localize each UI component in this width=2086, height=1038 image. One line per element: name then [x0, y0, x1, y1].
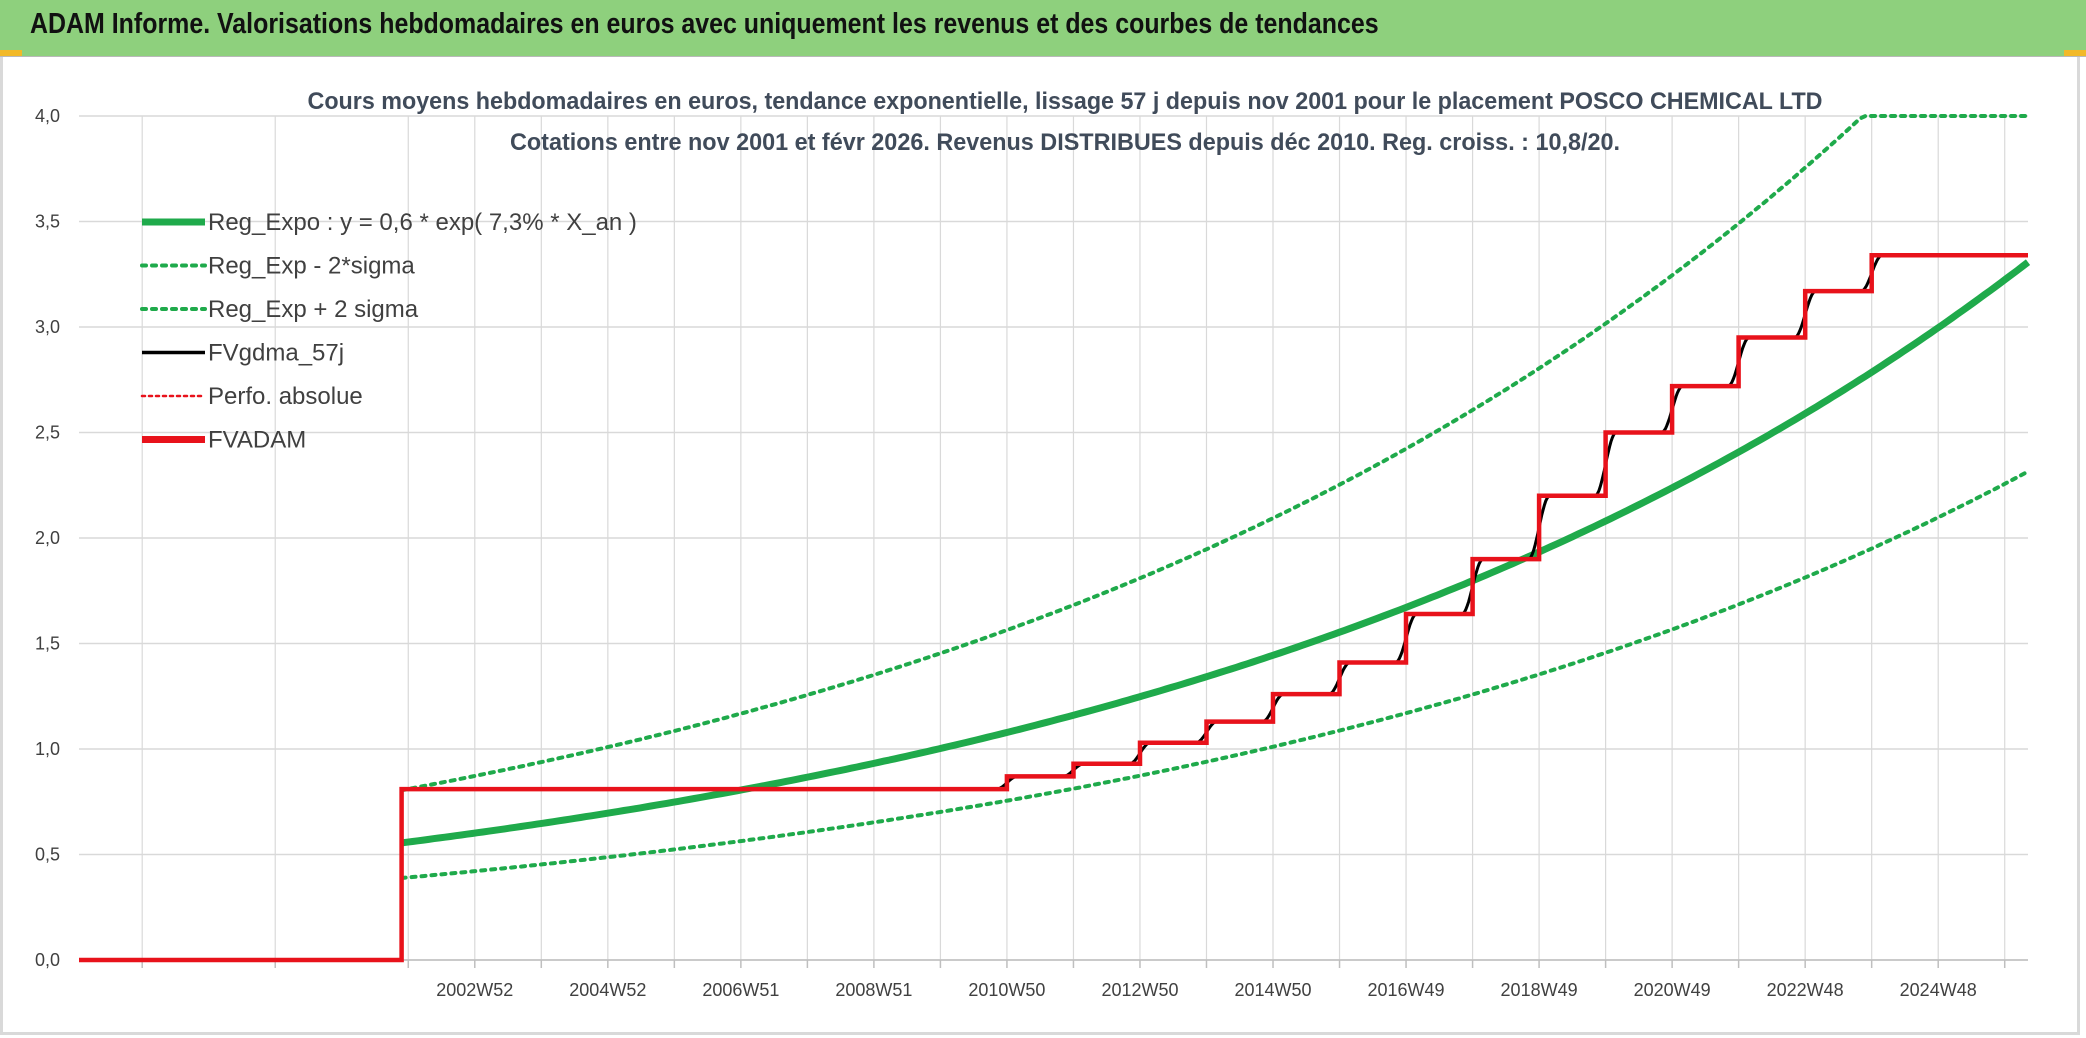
y-tick-label: 0,0	[35, 950, 60, 970]
legend-entry: Reg_Expo : y = 0,6 * exp( 7,3% * X_an )	[208, 209, 637, 236]
x-tick-label: 2020W49	[1634, 980, 1711, 1000]
y-tick-label: 2,0	[35, 528, 60, 548]
banner-corner-left	[0, 50, 22, 56]
y-tick-label: 3,5	[35, 212, 60, 232]
series-reg-exp-plus-2-sigma	[399, 114, 2030, 793]
legend-entry: Reg_Exp + 2 sigma	[208, 296, 419, 323]
x-tick-label: 2006W51	[702, 980, 779, 1000]
x-tick-label: 2002W52	[436, 980, 513, 1000]
x-tick-label: 2010W50	[968, 980, 1045, 1000]
chart-grid	[79, 115, 2028, 961]
y-tick-label: 3,0	[35, 317, 60, 337]
chart-title-line-2: Cotations entre nov 2001 et févr 2026. R…	[510, 129, 1620, 156]
chart-frame	[0, 57, 2080, 1035]
y-tick-label: 1,5	[35, 634, 60, 654]
y-tick-label: 2,5	[35, 423, 60, 443]
legend-entry: FVgdma_57j	[208, 340, 344, 367]
x-tick-label: 2018W49	[1501, 980, 1578, 1000]
series-reg-expo	[401, 259, 2031, 847]
x-tick-label: 2012W50	[1101, 980, 1178, 1000]
banner-corner-right	[2064, 50, 2086, 56]
series-reg-exp-minus-2-sigma	[399, 469, 2030, 880]
report-banner: ADAM Informe. Valorisations hebdomadaire…	[0, 0, 2086, 57]
chart-title-line-1: Cours moyens hebdomadaires en euros, ten…	[308, 88, 1823, 115]
series-fvadam	[79, 253, 2028, 963]
legend-entry: Perfo. absolue	[208, 383, 363, 410]
chart-series	[79, 114, 2031, 963]
report-title: ADAM Informe. Valorisations hebdomadaire…	[30, 8, 1379, 40]
y-tick-label: 0,5	[35, 845, 60, 865]
x-tick-label: 2016W49	[1368, 980, 1445, 1000]
x-tick-label: 2008W51	[835, 980, 912, 1000]
chart-legend: Reg_Expo : y = 0,6 * exp( 7,3% * X_an ) R…	[140, 209, 637, 454]
x-tick-label: 2014W50	[1234, 980, 1311, 1000]
legend-entry: FVADAM	[208, 427, 306, 454]
y-tick-label: 4,0	[35, 106, 60, 126]
x-tick-label: 2004W52	[569, 980, 646, 1000]
chart-axes: 0,0 0,5 1,0 1,5 2,0 2,5 3,0 3,5 4,0 2002W52 2004W5…	[35, 106, 2028, 1000]
chart-title: Cours moyens hebdomadaires en euros, ten…	[308, 88, 1823, 156]
x-tick-label: 2022W48	[1767, 980, 1844, 1000]
x-tick-label: 2024W48	[1900, 980, 1977, 1000]
legend-entry: Reg_Exp - 2*sigma	[208, 253, 415, 280]
y-tick-label: 1,0	[35, 739, 60, 759]
